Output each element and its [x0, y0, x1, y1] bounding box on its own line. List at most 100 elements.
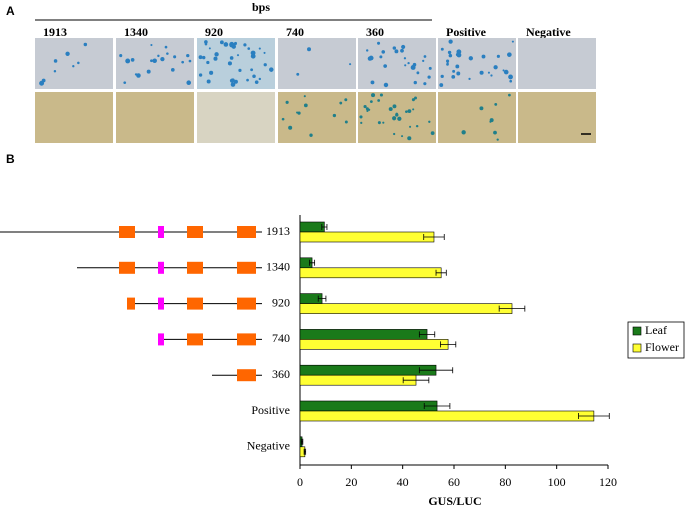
stain	[447, 50, 452, 55]
x-tick-label: 0	[297, 475, 303, 489]
legend-swatch	[632, 326, 642, 336]
stain	[223, 42, 229, 47]
stain	[489, 120, 492, 123]
photo-bottom	[438, 92, 516, 143]
stain	[236, 54, 240, 57]
bar	[299, 374, 417, 386]
category-label: 1913	[266, 224, 290, 238]
stain	[219, 40, 224, 45]
motif-box	[158, 297, 164, 310]
stain	[428, 66, 432, 70]
stain	[371, 93, 376, 98]
stain	[281, 117, 285, 121]
stain	[254, 80, 259, 84]
category-label: Negative	[247, 439, 290, 453]
legend-swatch	[632, 343, 642, 353]
bps-header: bps	[252, 0, 270, 14]
stain	[415, 124, 419, 128]
stain	[388, 107, 393, 112]
stain	[258, 47, 261, 50]
error-bar	[439, 341, 457, 348]
stain	[382, 121, 385, 124]
photo-top	[35, 38, 113, 89]
stain	[379, 55, 383, 59]
stain	[238, 68, 242, 72]
stain	[451, 74, 456, 79]
stain	[39, 80, 45, 86]
stain	[511, 40, 514, 43]
stain	[297, 111, 301, 115]
stain	[392, 46, 397, 50]
stain	[233, 42, 237, 46]
stain	[258, 77, 262, 81]
stain	[407, 109, 412, 113]
stain	[230, 82, 236, 87]
stain	[456, 71, 461, 76]
stain	[423, 82, 427, 86]
stain	[379, 93, 383, 97]
exon-box	[237, 297, 256, 310]
stain	[150, 43, 153, 47]
stain	[119, 54, 123, 58]
error-bar	[402, 377, 430, 384]
stain	[411, 98, 415, 102]
stain	[152, 58, 157, 64]
stain	[448, 53, 453, 58]
stain	[198, 55, 203, 60]
motif-box	[158, 226, 164, 238]
stain	[381, 50, 386, 54]
category-label: 360	[272, 367, 290, 381]
stain	[303, 95, 306, 98]
stain	[204, 42, 208, 46]
stain	[405, 110, 408, 114]
error-bar	[300, 438, 304, 445]
stain	[446, 59, 450, 63]
x-tick-label: 20	[345, 475, 357, 489]
error-bar	[435, 269, 447, 276]
photo-bottom	[518, 92, 596, 143]
stain	[493, 65, 498, 70]
exon-box	[187, 333, 203, 346]
stain	[164, 45, 168, 49]
stain	[136, 73, 141, 78]
stain	[509, 79, 513, 83]
category-label: 740	[272, 331, 290, 345]
stain	[404, 64, 407, 67]
bar	[299, 410, 595, 422]
stain	[198, 73, 203, 77]
stain	[468, 77, 471, 80]
stain	[365, 49, 369, 52]
stain	[383, 82, 389, 88]
error-bar	[498, 305, 526, 312]
panel-a-label: A	[6, 4, 15, 18]
stain	[367, 108, 371, 111]
stain	[247, 47, 251, 50]
photo-bottom	[278, 92, 356, 143]
stain	[160, 56, 165, 62]
stain	[339, 101, 343, 105]
category-label: 1340	[266, 260, 290, 274]
stain	[270, 69, 273, 72]
photo-bottom	[197, 92, 275, 143]
x-tick-label: 100	[548, 475, 566, 489]
stain	[170, 67, 175, 72]
exon-box	[127, 297, 135, 310]
stain	[400, 48, 404, 53]
stain	[428, 120, 431, 123]
stain	[263, 51, 266, 54]
stain	[186, 80, 192, 85]
stain	[72, 65, 75, 68]
stain	[422, 59, 425, 62]
stain	[496, 138, 499, 141]
column-label: Positive	[446, 25, 487, 39]
stain	[307, 47, 311, 52]
stain	[296, 111, 299, 114]
stain	[502, 69, 505, 72]
photo-top	[438, 38, 516, 89]
error-bar	[578, 413, 610, 419]
stain	[229, 41, 235, 47]
stain	[414, 96, 417, 100]
stain	[401, 44, 406, 49]
stain	[427, 75, 431, 79]
stain	[202, 55, 206, 60]
